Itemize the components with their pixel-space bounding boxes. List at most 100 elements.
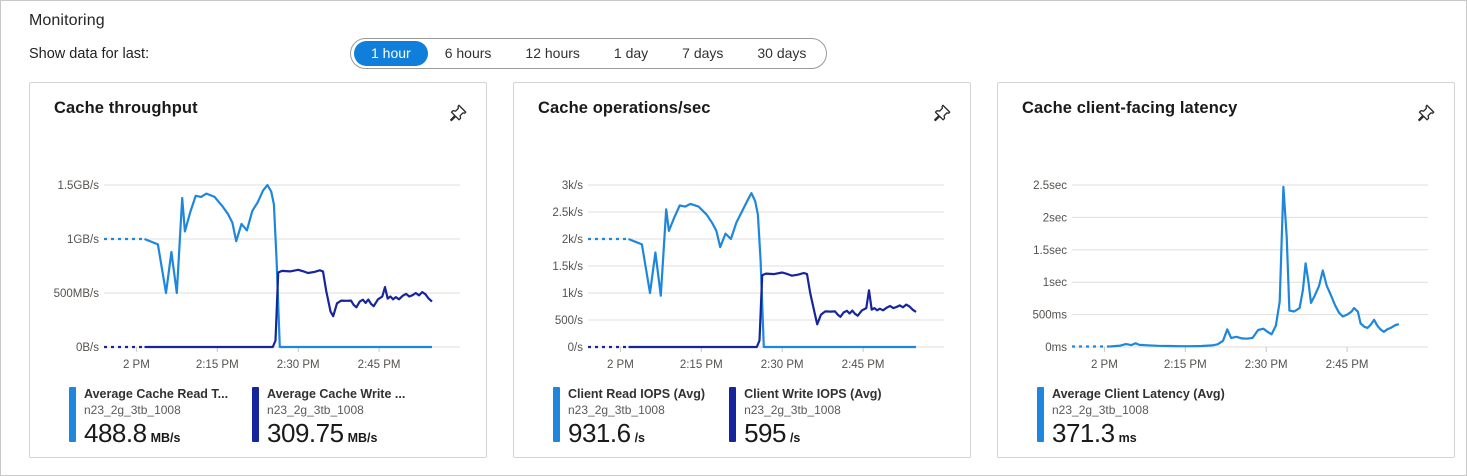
legend-item[interactable]: Average Client Latency (Avg) n23_2g_3tb_1… bbox=[1037, 387, 1225, 447]
cards-row: Cache throughput 1.5GB/s 1GB/s 500MB/s 0B/s 2… bbox=[29, 82, 1455, 458]
legend-resource-name: n23_2g_3tb_1008 bbox=[84, 402, 181, 417]
legend-text: Average Cache Read T... n23_2g_3tb_1008 48… bbox=[84, 387, 228, 447]
y-axis-label: 1.5GB/s bbox=[57, 180, 99, 192]
y-axis-label: 2.5k/s bbox=[552, 207, 583, 219]
legend-metric-name: Average Cache Write ... bbox=[267, 387, 406, 401]
y-axis-label: 500ms bbox=[1032, 310, 1067, 322]
controls-row: Show data for last: 1 hour 6 hours 12 hour… bbox=[29, 38, 1438, 69]
y-axis-label: 1.5sec bbox=[1033, 245, 1067, 257]
x-axis-label: 2:30 PM bbox=[277, 359, 320, 371]
legend-metric-name: Client Write IOPS (Avg) bbox=[744, 387, 882, 401]
legend-metric-name: Client Read IOPS (Avg) bbox=[568, 387, 706, 401]
pin-icon bbox=[1418, 104, 1435, 122]
legend-value-row: 309.75 MB/s bbox=[267, 417, 405, 448]
legend-value-row: 595/s bbox=[744, 419, 882, 447]
pin-button[interactable] bbox=[445, 101, 470, 129]
legend-resource-name: n23_2g_3tb_1008 bbox=[568, 402, 665, 417]
y-axis-label: 1sec bbox=[1043, 277, 1068, 289]
legend-item[interactable]: Average Cache Read T... n23_2g_3tb_1008 48… bbox=[69, 387, 228, 447]
series-line bbox=[144, 183, 432, 349]
y-axis-label: 3k/s bbox=[562, 180, 583, 192]
legend-resource-name: n23_2g_3tb_1008 bbox=[267, 402, 364, 417]
card-header: Cache client-facing latency bbox=[1014, 99, 1438, 129]
legend-row: Average Cache Read T... n23_2g_3tb_1008 48… bbox=[69, 387, 470, 447]
legend-value-row: 488.8 MB/s bbox=[84, 417, 228, 448]
metric-chart[interactable]: 3k/s 2.5k/s 2k/s 1.5k/s 1k/s 500/s 0/s 2 PM 2:15… bbox=[530, 135, 956, 383]
time-range-option-30-days[interactable]: 30 days bbox=[740, 41, 823, 66]
legend-value: 488.8 bbox=[84, 417, 147, 448]
metric-card: Cache client-facing latency 2.5sec 2sec 1.5… bbox=[997, 82, 1455, 458]
legend-item[interactable]: Client Read IOPS (Avg) n23_2g_3tb_1008 931… bbox=[553, 387, 705, 447]
pin-icon bbox=[934, 104, 951, 122]
x-axis-label: 2:30 PM bbox=[761, 359, 804, 371]
legend-metric-name: Average Client Latency (Avg) bbox=[1052, 387, 1225, 401]
legend-text: Average Client Latency (Avg) n23_2g_3tb_1… bbox=[1052, 387, 1225, 447]
legend-text: Average Cache Write ... n23_2g_3tb_1008 30… bbox=[267, 387, 405, 447]
x-axis-label: 2:15 PM bbox=[196, 359, 239, 371]
legend-unit: MB/s bbox=[150, 430, 181, 445]
legend-unit: /s bbox=[789, 430, 801, 445]
x-axis-label: 2 PM bbox=[1091, 359, 1118, 371]
x-axis-label: 2:15 PM bbox=[1164, 359, 1207, 371]
series-line bbox=[144, 268, 433, 349]
time-range-option-6-hours[interactable]: 6 hours bbox=[428, 41, 509, 66]
pin-icon-path bbox=[934, 104, 951, 122]
y-axis-label: 2sec bbox=[1043, 212, 1068, 224]
y-axis-label: 2.5sec bbox=[1033, 180, 1067, 192]
card-title: Cache operations/sec bbox=[538, 99, 711, 117]
x-axis-label: 2:30 PM bbox=[1245, 359, 1288, 371]
legend-color-bar bbox=[553, 387, 560, 442]
time-range-option-7-days[interactable]: 7 days bbox=[665, 41, 740, 66]
legend-row: Average Client Latency (Avg) n23_2g_3tb_1… bbox=[1037, 387, 1438, 447]
legend-resource-name: n23_2g_3tb_1008 bbox=[1052, 402, 1149, 417]
metric-card: Cache operations/sec 3k/s 2.5k/s 2k/s 1.5k/s… bbox=[513, 82, 971, 458]
pin-button[interactable] bbox=[1413, 101, 1438, 129]
y-axis-label: 0B/s bbox=[76, 342, 99, 354]
series-line bbox=[1109, 185, 1400, 348]
legend-resource-name: n23_2g_3tb_1008 bbox=[744, 402, 841, 417]
time-range-option-12-hours[interactable]: 12 hours bbox=[508, 41, 596, 66]
legend-value-row: 931.6/s bbox=[568, 417, 705, 448]
time-range-option-1-hour[interactable]: 1 hour bbox=[354, 41, 428, 66]
legend-metric-name: Average Cache Read T... bbox=[84, 387, 229, 401]
x-axis-label: 2:45 PM bbox=[358, 359, 401, 371]
legend-unit: ms bbox=[1118, 430, 1137, 445]
metric-card: Cache throughput 1.5GB/s 1GB/s 500MB/s 0B/s 2… bbox=[29, 82, 487, 458]
page-title: Monitoring bbox=[29, 12, 105, 29]
x-axis-label: 2:15 PM bbox=[680, 359, 723, 371]
pin-icon-path bbox=[450, 104, 467, 122]
y-axis-label: 500MB/s bbox=[54, 288, 100, 300]
x-axis-label: 2 PM bbox=[607, 359, 634, 371]
legend-text: Client Read IOPS (Avg) n23_2g_3tb_1008 931… bbox=[568, 387, 705, 447]
y-axis-label: 1k/s bbox=[562, 288, 583, 300]
legend-row: Client Read IOPS (Avg) n23_2g_3tb_1008 931… bbox=[553, 387, 954, 447]
y-axis-label: 0/s bbox=[568, 342, 584, 354]
y-axis-label: 1.5k/s bbox=[552, 261, 583, 273]
y-axis-label: 1GB/s bbox=[67, 234, 99, 246]
legend-item[interactable]: Average Cache Write ... n23_2g_3tb_1008 30… bbox=[252, 387, 405, 447]
pin-icon-path bbox=[1418, 104, 1435, 122]
x-axis-label: 2 PM bbox=[123, 359, 150, 371]
series-line bbox=[628, 271, 917, 349]
card-title: Cache client-facing latency bbox=[1022, 99, 1238, 117]
legend-item[interactable]: Client Write IOPS (Avg) n23_2g_3tb_1008 59… bbox=[729, 387, 882, 447]
legend-value-row: 371.3 ms bbox=[1052, 417, 1225, 448]
metric-chart[interactable]: 2.5sec 2sec 1.5sec 1sec 500ms 0ms 2 PM 2:15 PM 2… bbox=[1014, 135, 1440, 383]
y-axis-label: 2k/s bbox=[562, 234, 583, 246]
metric-chart[interactable]: 1.5GB/s 1GB/s 500MB/s 0B/s 2 PM 2:15 PM 2:30 P… bbox=[46, 135, 472, 383]
legend-value: 371.3 bbox=[1052, 417, 1115, 448]
x-axis-label: 2:45 PM bbox=[1326, 359, 1369, 371]
card-header: Cache throughput bbox=[46, 99, 470, 129]
y-axis-label: 0ms bbox=[1045, 342, 1067, 354]
time-range-selector: 1 hour 6 hours 12 hours 1 day 7 days 30 days bbox=[350, 38, 828, 69]
legend-value: 309.75 bbox=[267, 417, 344, 448]
card-header: Cache operations/sec bbox=[530, 99, 954, 129]
legend-color-bar bbox=[252, 387, 260, 442]
legend-text: Client Write IOPS (Avg) n23_2g_3tb_1008 59… bbox=[744, 387, 882, 447]
time-range-option-1-day[interactable]: 1 day bbox=[597, 41, 665, 66]
pin-button[interactable] bbox=[929, 101, 954, 129]
legend-value: 931.6 bbox=[568, 417, 631, 448]
legend-unit: /s bbox=[634, 430, 646, 445]
legend-unit: MB/s bbox=[347, 430, 378, 445]
